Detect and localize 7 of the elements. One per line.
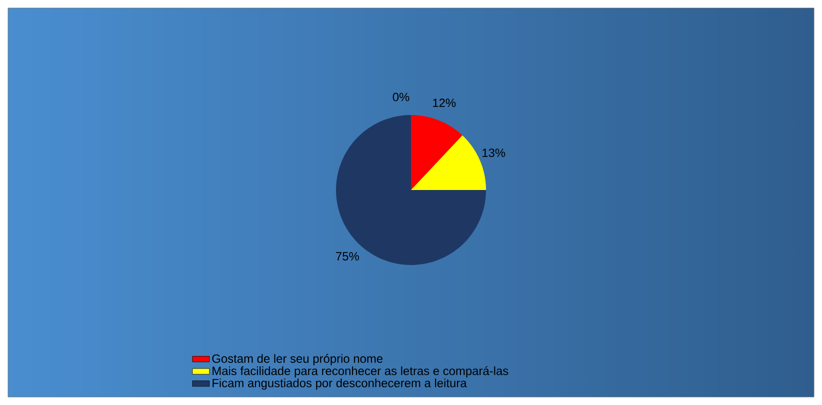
legend-label: Gostam de ler seu próprio nome <box>212 354 383 366</box>
data-label: 75% <box>336 252 359 260</box>
data-label: 13% <box>482 148 506 158</box>
legend-label: Ficam angustiados por desconhecerem a leitura <box>212 378 467 390</box>
text: 0% <box>392 92 410 102</box>
legend-label: Mais facilidade para reconhecer as letras e compará-las <box>212 366 508 378</box>
data-label: 12% <box>433 98 456 107</box>
